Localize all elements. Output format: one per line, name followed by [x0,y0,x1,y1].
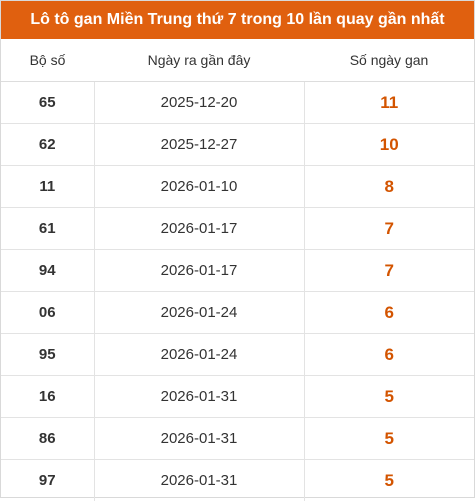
cell-number: 94 [1,250,94,292]
table-row: 62 2025-12-27 10 [1,124,474,166]
column-header-days: Số ngày gan [304,39,474,82]
cell-days: 5 [304,418,474,460]
cell-days: 6 [304,334,474,376]
table-row: 95 2026-01-24 6 [1,334,474,376]
cell-number: 11 [1,166,94,208]
cell-days: 7 [304,250,474,292]
table-header-row: Bộ số Ngày ra gần đây Số ngày gan [1,39,474,82]
table-row: 61 2026-01-17 7 [1,208,474,250]
cell-date: 2025-12-20 [94,82,304,124]
cell-days: 8 [304,166,474,208]
table-row: 65 2025-12-20 11 [1,82,474,124]
table-row: 06 2026-01-24 6 [1,292,474,334]
column-header-number: Bộ số [1,39,94,82]
cell-days: 7 [304,208,474,250]
cell-date: 2026-01-31 [94,418,304,460]
column-header-date: Ngày ra gần đây [94,39,304,82]
cell-date: 2026-01-17 [94,250,304,292]
cell-date: 2026-01-17 [94,208,304,250]
cell-date: 2026-01-24 [94,334,304,376]
cell-date: 2026-01-24 [94,292,304,334]
table-row: 11 2026-01-10 8 [1,166,474,208]
cell-date: 2026-01-31 [94,376,304,418]
cell-number: 97 [1,460,94,501]
cell-number: 65 [1,82,94,124]
cell-days: 6 [304,292,474,334]
cell-date: 2026-01-31 [94,460,304,501]
widget-title: Lô tô gan Miền Trung thứ 7 trong 10 lần … [1,1,474,39]
table-row: 16 2026-01-31 5 [1,376,474,418]
cell-number: 86 [1,418,94,460]
cell-number: 62 [1,124,94,166]
cell-date: 2025-12-27 [94,124,304,166]
cell-days: 11 [304,82,474,124]
cell-days: 5 [304,460,474,501]
table-row: 86 2026-01-31 5 [1,418,474,460]
cell-days: 10 [304,124,474,166]
cell-number: 16 [1,376,94,418]
lo-gan-table: Bộ số Ngày ra gần đây Số ngày gan 65 202… [1,39,474,501]
cell-number: 95 [1,334,94,376]
cell-number: 06 [1,292,94,334]
cell-date: 2026-01-10 [94,166,304,208]
cell-number: 61 [1,208,94,250]
cell-days: 5 [304,376,474,418]
table-row: 97 2026-01-31 5 [1,460,474,501]
table-row: 94 2026-01-17 7 [1,250,474,292]
